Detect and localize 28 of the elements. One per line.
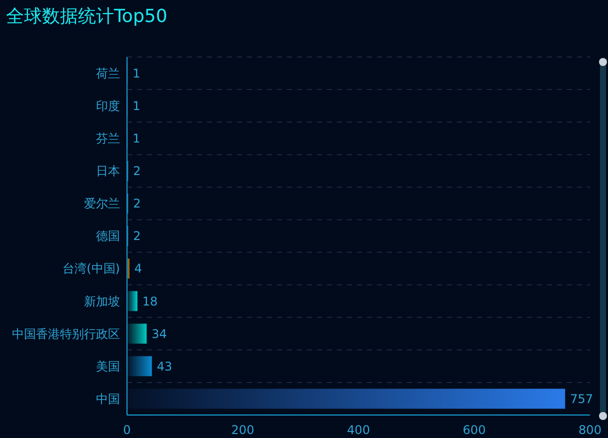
- data-label: 34: [152, 326, 167, 341]
- data-label: 1: [132, 66, 140, 80]
- y-tick-label: 爱尔兰: [84, 196, 120, 211]
- data-label: 757: [570, 392, 594, 406]
- data-label: 4: [134, 262, 142, 276]
- data-label: 2: [133, 229, 141, 244]
- data-label: 1: [132, 99, 140, 114]
- y-tick-label: 美国: [96, 359, 120, 374]
- x-tick-label: 400: [347, 423, 370, 437]
- y-tick-label: 印度: [96, 99, 120, 114]
- y-tick-label: 德国: [96, 229, 120, 244]
- chart-title: 全球数据统计Top50: [6, 6, 168, 27]
- y-tick-label: 日本: [96, 164, 120, 178]
- y-tick-label: 新加坡: [84, 294, 120, 308]
- y-tick-label: 中国: [96, 392, 120, 406]
- x-tick-label: 800: [578, 423, 602, 437]
- y-tick-label: 荷兰: [96, 66, 120, 80]
- y-tick-label: 台湾(中国): [62, 262, 120, 276]
- data-label: 2: [133, 196, 141, 211]
- data-label: 2: [133, 164, 141, 178]
- x-tick-label: 600: [462, 423, 486, 437]
- x-tick-label: 0: [123, 423, 131, 437]
- data-label: 1: [132, 132, 140, 146]
- data-label: 43: [156, 359, 172, 374]
- data-label: 18: [142, 294, 158, 308]
- y-tick-label: 中国香港特别行政区: [12, 326, 120, 341]
- x-tick-label: 200: [231, 423, 254, 437]
- y-tick-label: 芬兰: [96, 132, 120, 146]
